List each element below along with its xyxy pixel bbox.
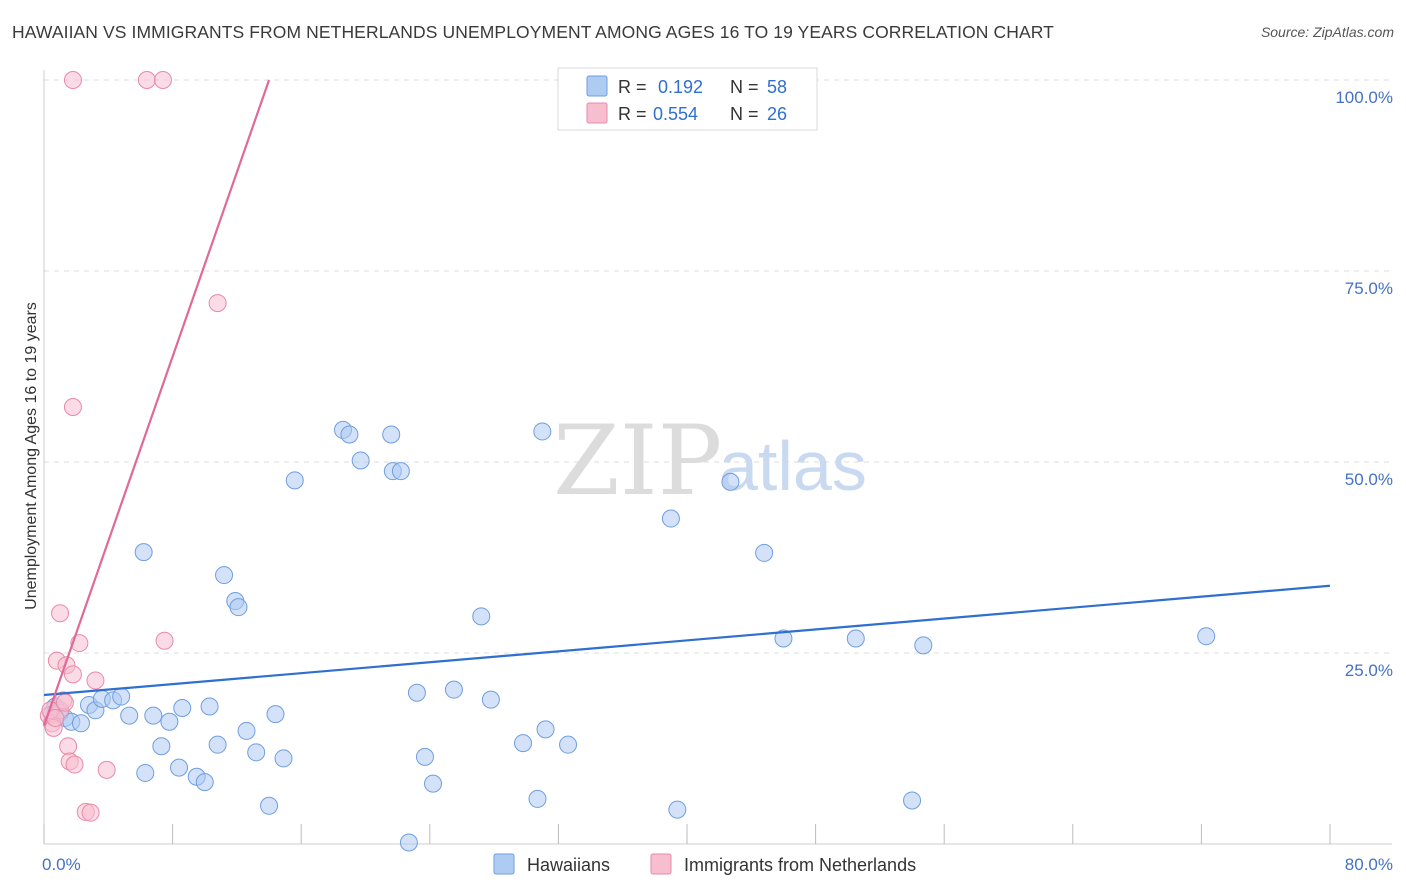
hawaiians-point (266, 705, 285, 724)
hawaiians-points (43, 420, 1216, 852)
hawaiians-point (173, 699, 192, 718)
y-tick-label: 75.0% (1345, 279, 1393, 298)
hawaiians-point (914, 636, 933, 655)
hawaiians-point (481, 690, 500, 709)
legend-bottom-swatch-netherlands (650, 853, 672, 875)
netherlands-point (137, 71, 156, 89)
hawaiians-point (237, 721, 256, 740)
netherlands-point (63, 665, 82, 684)
netherlands-point (63, 397, 82, 416)
hawaiians-point (229, 598, 248, 617)
hawaiians-point (528, 789, 547, 808)
y-tick-label: 50.0% (1345, 470, 1393, 489)
legend-r-label-hawaiians: R = (618, 77, 647, 97)
hawaiians-point (120, 706, 139, 725)
y-tick-labels: 25.0% 50.0% 75.0% 100.0% (1335, 88, 1393, 680)
hawaiians-point (903, 791, 922, 810)
hawaiians-point (260, 796, 279, 815)
hawaiians-point (195, 773, 214, 792)
hawaiians-point (559, 735, 578, 754)
hawaiians-point (514, 734, 533, 753)
chart-title: HAWAIIAN VS IMMIGRANTS FROM NETHERLANDS … (12, 22, 1054, 42)
hawaiians-point (721, 472, 740, 491)
hawaiians-point (144, 706, 163, 725)
hawaiians-point (71, 714, 90, 733)
x-tick-labels: 0.0% 80.0% (42, 855, 1393, 874)
watermark: ZIP atlas (553, 405, 867, 517)
netherlands-point (208, 294, 227, 313)
y-tick-label: 25.0% (1345, 661, 1393, 680)
netherlands-point (51, 604, 70, 623)
legend-bottom-swatch-hawaiians (493, 853, 515, 875)
netherlands-point (65, 755, 84, 774)
hawaiians-point (472, 607, 491, 626)
netherlands-point (155, 631, 174, 650)
legend-swatch-hawaiians (586, 75, 608, 97)
hawaiians-point (415, 747, 434, 766)
hawaiians-point (382, 425, 401, 444)
hawaiians-point (200, 697, 219, 716)
watermark-atlas: atlas (719, 427, 867, 505)
netherlands-point (59, 737, 78, 756)
hawaiians-point (407, 683, 426, 702)
legend-r-value-hawaiians: 0.192 (658, 77, 703, 97)
legend-n-label-netherlands: N = (730, 104, 759, 124)
netherlands-point (55, 693, 74, 712)
hawaiians-trend-line (43, 584, 1331, 697)
netherlands-point (81, 803, 100, 822)
netherlands-trend-line (42, 79, 271, 726)
hawaiians-point (152, 737, 171, 756)
legend-n-value-netherlands: 26 (767, 104, 787, 124)
hawaiians-point (846, 629, 865, 648)
y-axis-title: Unemployment Among Ages 16 to 19 years (23, 302, 40, 610)
hawaiians-point (274, 749, 293, 768)
netherlands-point (97, 760, 116, 779)
hawaiians-point (444, 680, 463, 699)
legend-r-label-netherlands: R = (618, 104, 647, 124)
axes (43, 70, 1392, 845)
hawaiians-point (247, 743, 266, 762)
x-tick-label: 80.0% (1345, 855, 1393, 874)
netherlands-point (86, 671, 105, 690)
gridlines (44, 79, 1392, 654)
hawaiians-point (285, 471, 304, 490)
legend-n-label-hawaiians: N = (730, 77, 759, 97)
hawaiians-point (208, 735, 227, 754)
hawaiians-point (340, 425, 359, 444)
legend-n-value-hawaiians: 58 (767, 77, 787, 97)
hawaiians-point (160, 712, 179, 731)
hawaiians-point (391, 462, 410, 481)
hawaiians-point (399, 833, 418, 852)
netherlands-point (153, 71, 172, 89)
y-tick-label: 100.0% (1335, 88, 1393, 107)
hawaiians-point (136, 763, 155, 782)
hawaiians-point (1197, 627, 1216, 646)
trend-lines (42, 79, 1331, 726)
legend-bottom: Hawaiians Immigrants from Netherlands (493, 853, 916, 875)
hawaiians-point (533, 422, 552, 441)
hawaiians-point (661, 509, 680, 528)
source-label: Source: ZipAtlas.com (1260, 24, 1394, 40)
hawaiians-point (351, 451, 370, 470)
hawaiians-point (668, 800, 687, 819)
hawaiians-point (536, 720, 555, 739)
hawaiians-point (774, 629, 793, 648)
legend-r-value-netherlands: 0.554 (653, 104, 698, 124)
hawaiians-point (215, 566, 234, 585)
legend-swatch-netherlands (586, 102, 608, 124)
hawaiians-point (424, 774, 443, 793)
netherlands-points (39, 71, 227, 822)
watermark-zip: ZIP (553, 405, 722, 517)
legend-bottom-label-hawaiians: Hawaiians (527, 855, 610, 875)
hawaiians-point (112, 687, 131, 706)
hawaiians-point (170, 758, 189, 777)
netherlands-point (63, 71, 82, 89)
legend-bottom-label-netherlands: Immigrants from Netherlands (684, 855, 916, 875)
x-tick-label: 0.0% (42, 855, 81, 874)
hawaiians-point (134, 543, 153, 562)
hawaiians-point (755, 543, 774, 562)
legend-top: R = 0.192 N = 58 R = 0.554 N = 26 (557, 67, 818, 131)
